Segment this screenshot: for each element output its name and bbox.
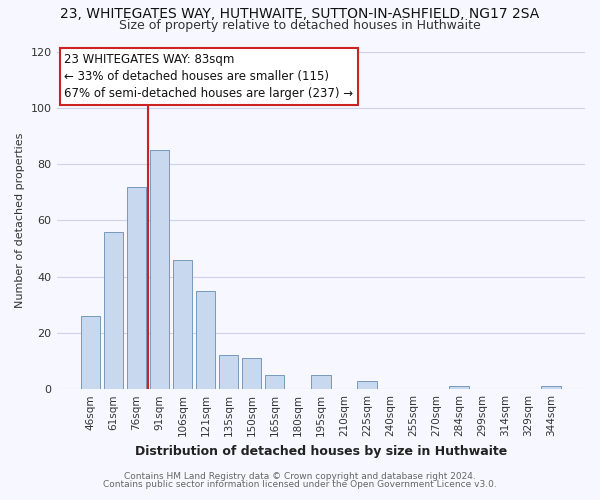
X-axis label: Distribution of detached houses by size in Huthwaite: Distribution of detached houses by size … xyxy=(134,444,507,458)
Bar xyxy=(80,316,100,389)
Text: 23, WHITEGATES WAY, HUTHWAITE, SUTTON-IN-ASHFIELD, NG17 2SA: 23, WHITEGATES WAY, HUTHWAITE, SUTTON-IN… xyxy=(61,8,539,22)
Text: Contains public sector information licensed under the Open Government Licence v3: Contains public sector information licen… xyxy=(103,480,497,489)
Bar xyxy=(242,358,262,389)
Bar xyxy=(127,186,146,389)
Bar xyxy=(541,386,561,389)
Bar xyxy=(104,232,123,389)
Text: 23 WHITEGATES WAY: 83sqm
← 33% of detached houses are smaller (115)
67% of semi-: 23 WHITEGATES WAY: 83sqm ← 33% of detach… xyxy=(64,53,353,100)
Text: Size of property relative to detached houses in Huthwaite: Size of property relative to detached ho… xyxy=(119,19,481,32)
Bar xyxy=(149,150,169,389)
Bar xyxy=(265,375,284,389)
Bar xyxy=(173,260,193,389)
Bar xyxy=(357,380,377,389)
Bar xyxy=(196,290,215,389)
Bar xyxy=(449,386,469,389)
Bar xyxy=(311,375,331,389)
Y-axis label: Number of detached properties: Number of detached properties xyxy=(15,132,25,308)
Text: Contains HM Land Registry data © Crown copyright and database right 2024.: Contains HM Land Registry data © Crown c… xyxy=(124,472,476,481)
Bar xyxy=(219,356,238,389)
